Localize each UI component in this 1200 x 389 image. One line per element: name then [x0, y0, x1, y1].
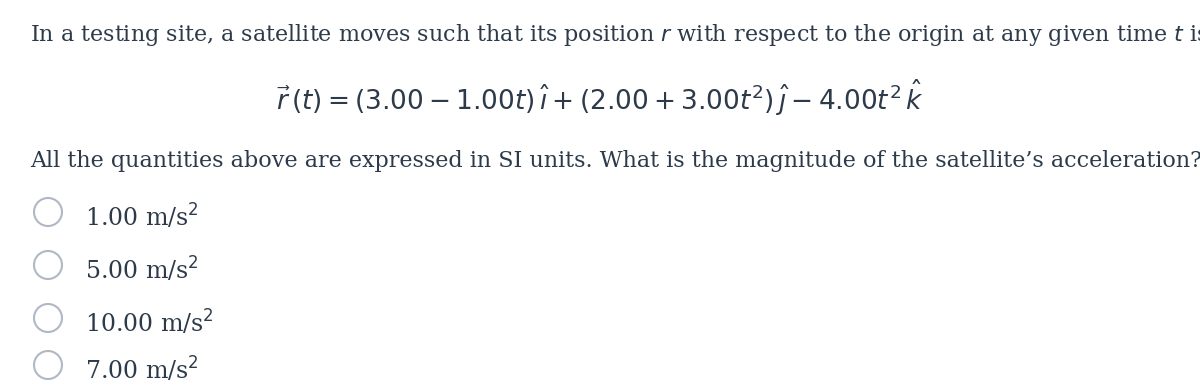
Text: In a testing site, a satellite moves such that its position $r$ with respect to : In a testing site, a satellite moves suc… — [30, 22, 1200, 48]
Text: $\vec{r}\,(t) = (3.00 - 1.00t)\,\hat{\imath} + (2.00 + 3.00t^2)\,\hat{\jmath} - : $\vec{r}\,(t) = (3.00 - 1.00t)\,\hat{\im… — [276, 78, 924, 118]
Text: 5.00 m/s$^2$: 5.00 m/s$^2$ — [85, 255, 199, 284]
Text: 7.00 m/s$^2$: 7.00 m/s$^2$ — [85, 355, 199, 384]
Text: 10.00 m/s$^2$: 10.00 m/s$^2$ — [85, 308, 214, 337]
Text: 1.00 m/s$^2$: 1.00 m/s$^2$ — [85, 202, 199, 231]
Text: All the quantities above are expressed in SI units. What is the magnitude of the: All the quantities above are expressed i… — [30, 150, 1200, 172]
